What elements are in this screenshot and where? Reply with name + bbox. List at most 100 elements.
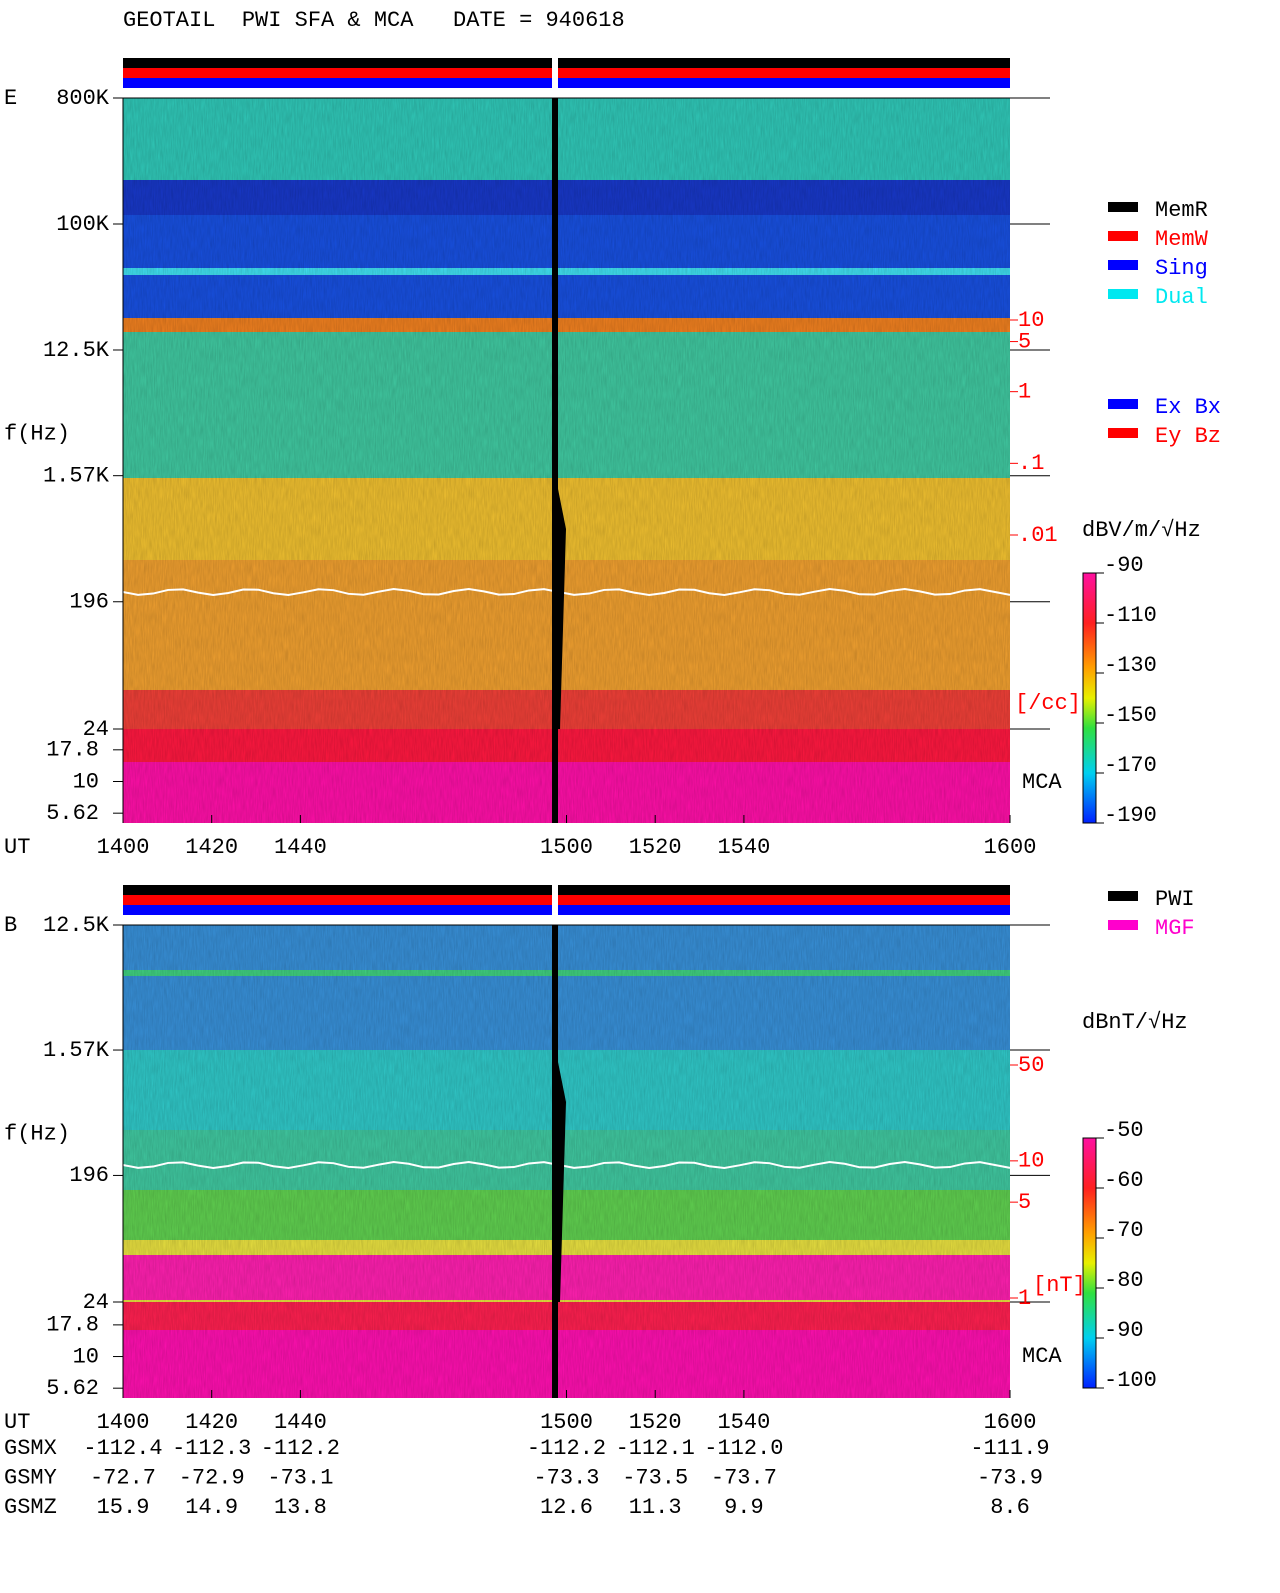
y-tick-label: 1.57K <box>43 1038 110 1063</box>
y-tick-label: 10 <box>73 769 99 794</box>
legend-label: PWI <box>1155 887 1195 912</box>
y-tick-label: 1.57K <box>43 464 110 489</box>
x-tick-label: 1420 <box>185 1410 238 1435</box>
orbit-value: 8.6 <box>990 1495 1030 1520</box>
colorbar-tick-label: -190 <box>1104 803 1157 828</box>
mode-bar <box>123 885 1010 895</box>
x-tick-label: 1540 <box>717 1410 770 1435</box>
colorbar-tick-label: -150 <box>1104 703 1157 728</box>
legend-swatch <box>1108 289 1138 299</box>
legend-label: MemW <box>1155 227 1209 252</box>
y-tick-label: 5.62 <box>46 801 99 826</box>
right-axis-tick-label: .1 <box>1018 451 1044 476</box>
y-tick-label: 100K <box>56 212 110 237</box>
x-tick-label: 1600 <box>984 835 1037 860</box>
mca-label: MCA <box>1022 1344 1062 1369</box>
orbit-value: -73.3 <box>533 1465 599 1490</box>
colorbar-tick-label: -90 <box>1104 1318 1144 1343</box>
title: GEOTAIL PWI SFA & MCA DATE = 940618 <box>123 8 625 33</box>
x-tick-label: 1400 <box>97 1410 150 1435</box>
y-tick-label: 17.8 <box>46 738 99 763</box>
spectrogram-texture <box>123 98 1010 823</box>
legend-swatch <box>1108 202 1138 212</box>
orbit-value: -73.7 <box>711 1465 777 1490</box>
right-axis-tick-label: 50 <box>1018 1053 1044 1078</box>
y-tick-label: 17.8 <box>46 1313 99 1338</box>
colorbar-tick-label: -80 <box>1104 1268 1144 1293</box>
orbit-value: -112.0 <box>704 1436 783 1461</box>
orbit-value: 12.6 <box>540 1495 593 1520</box>
right-axis-tick-label: 10 <box>1018 1149 1044 1174</box>
legend-label: Ex Bx <box>1155 395 1221 420</box>
right-axis-label: [/cc] <box>1015 691 1081 716</box>
orbit-value: -73.5 <box>622 1465 688 1490</box>
y-tick-label: 5.62 <box>46 1376 99 1401</box>
colorbar-tick-label: -90 <box>1104 553 1144 578</box>
x-axis-label: UT <box>4 835 30 860</box>
orbit-value: 13.8 <box>274 1495 327 1520</box>
colorbar-label: dBV/m/√Hz <box>1082 518 1201 543</box>
mode-bar <box>123 895 1010 905</box>
x-axis-label: UT <box>4 1410 30 1435</box>
colorbar-tick-label: -50 <box>1104 1118 1144 1143</box>
legend-swatch <box>1108 920 1138 930</box>
panel-label: B <box>4 913 17 938</box>
legend-swatch <box>1108 399 1138 409</box>
x-tick-label: 1420 <box>185 835 238 860</box>
orbit-value: -112.3 <box>172 1436 251 1461</box>
x-tick-label: 1440 <box>274 1410 327 1435</box>
right-axis-tick-label: 1 <box>1018 379 1031 404</box>
mode-bar <box>123 78 1010 88</box>
right-axis-tick-label: 5 <box>1018 329 1031 354</box>
x-tick-label: 1400 <box>97 835 150 860</box>
mode-bar <box>123 58 1010 68</box>
orbit-value: 14.9 <box>185 1495 238 1520</box>
legend-label: MGF <box>1155 916 1195 941</box>
right-axis-tick-label: 10 <box>1018 308 1044 333</box>
legend-label: MemR <box>1155 198 1208 223</box>
x-tick-label: 1440 <box>274 835 327 860</box>
spectrogram-texture <box>123 925 1010 1398</box>
right-axis-tick-label: 1 <box>1018 1286 1031 1311</box>
orbit-value: -111.9 <box>970 1436 1049 1461</box>
colorbar-tick-label: -60 <box>1104 1168 1144 1193</box>
y-tick-label: 24 <box>83 1290 109 1315</box>
orbit-value: -112.2 <box>261 1436 340 1461</box>
x-tick-label: 1500 <box>540 835 593 860</box>
x-tick-label: 1600 <box>984 1410 1037 1435</box>
data-gap <box>552 98 558 823</box>
right-axis-label: [nT] <box>1033 1273 1086 1298</box>
mode-bar <box>123 68 1010 78</box>
legend-label: Ey Bz <box>1155 424 1221 449</box>
legend-swatch <box>1108 231 1138 241</box>
orbit-value: 15.9 <box>97 1495 150 1520</box>
mode-bar-gap <box>552 885 558 915</box>
panel-label: E <box>4 86 17 111</box>
y-tick-label: 196 <box>69 590 109 615</box>
legend-swatch <box>1108 428 1138 438</box>
y-tick-label: 12.5K <box>43 338 110 363</box>
mode-bar <box>123 905 1010 915</box>
right-axis-tick-label: .01 <box>1018 523 1058 548</box>
mode-bar-gap <box>552 58 558 88</box>
legend-label: Sing <box>1155 256 1208 281</box>
colorbar-tick-label: -110 <box>1104 603 1157 628</box>
y-axis-label: f(Hz) <box>4 1121 70 1146</box>
y-tick-label: 12.5K <box>43 913 110 938</box>
orbit-value: -112.1 <box>616 1436 695 1461</box>
orbit-row-name: GSMZ <box>4 1495 57 1520</box>
colorbar <box>1082 572 1097 824</box>
colorbar <box>1082 1137 1097 1389</box>
x-tick-label: 1500 <box>540 1410 593 1435</box>
orbit-value: -72.9 <box>179 1465 245 1490</box>
legend-swatch <box>1108 891 1138 901</box>
x-tick-label: 1540 <box>717 835 770 860</box>
legend-swatch <box>1108 260 1138 270</box>
x-tick-label: 1520 <box>629 835 682 860</box>
y-tick-label: 24 <box>83 717 109 742</box>
y-tick-label: 196 <box>69 1163 109 1188</box>
orbit-value: -72.7 <box>90 1465 156 1490</box>
data-gap <box>552 925 558 1398</box>
colorbar-tick-label: -170 <box>1104 753 1157 778</box>
